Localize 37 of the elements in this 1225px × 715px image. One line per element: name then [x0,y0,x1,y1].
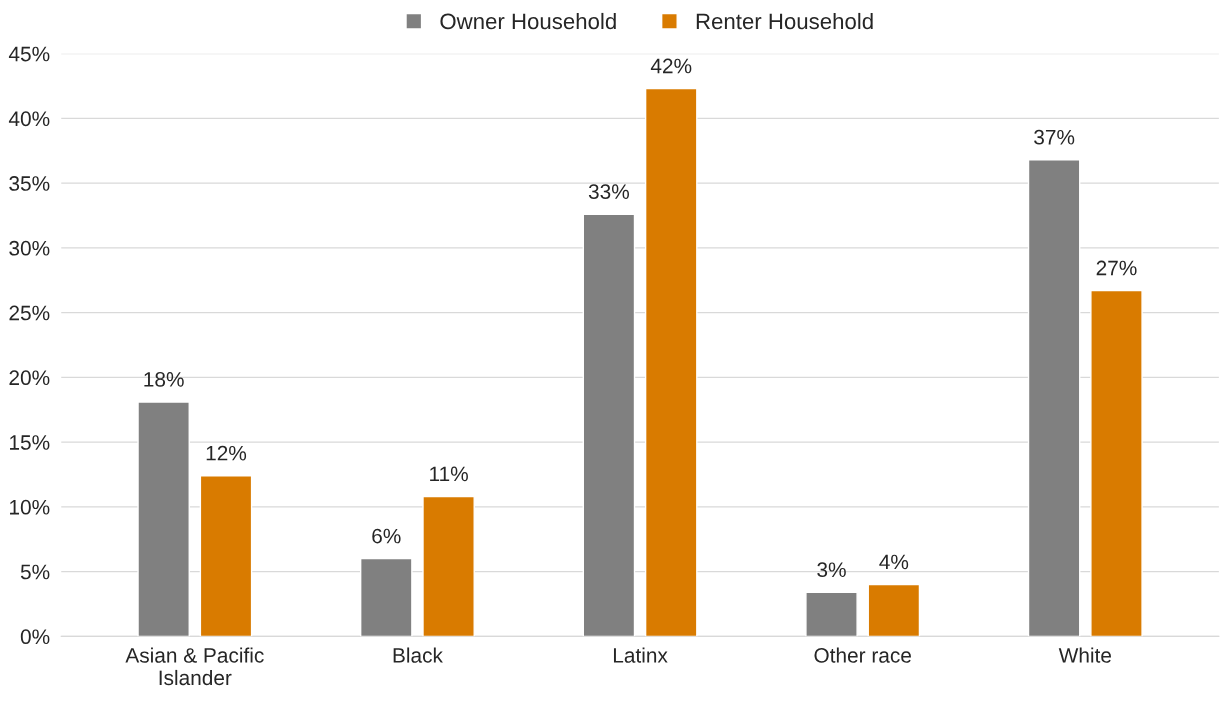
y-tick-label: 10% [10,499,50,515]
data-label: 12% [206,445,247,461]
data-label: 42% [650,58,692,74]
data-label: 37% [1034,129,1075,145]
y-tick-label: 40% [8,111,50,127]
data-label: 18% [144,371,184,387]
data-label: 11% [430,466,468,482]
bar [137,401,190,637]
data-label: 27% [1096,260,1137,276]
data-label: 6% [372,528,401,544]
legend-label: Owner Household [440,12,616,30]
x-tick-label: Other race [814,647,911,663]
y-tick-label: 20% [9,370,50,386]
data-label: 4% [879,554,909,570]
bar [582,213,636,637]
x-tick-label: Latinx [613,647,668,663]
y-tick-label: 30% [9,240,50,256]
bar [199,475,253,637]
bar [805,591,858,637]
x-tick-label: Asian & Pacific Islander [125,647,264,686]
y-tick-label: 45% [8,46,50,62]
y-tick-label: 15% [10,435,50,450]
bar [644,87,698,637]
x-tick-label: White [1058,647,1111,663]
x-tick-label: Black [393,647,443,663]
y-tick-label: 0% [20,629,50,645]
bar [1090,289,1143,637]
bar [422,495,475,637]
y-tick-label: 5% [20,564,50,580]
data-label: 33% [588,184,629,199]
bar [867,583,921,637]
y-tick-label: 25% [9,305,50,321]
y-tick-label: 35% [9,176,50,191]
bar [359,557,413,637]
legend-label: Renter Household [696,12,873,30]
bar [1027,159,1081,637]
data-label: 3% [817,562,846,578]
